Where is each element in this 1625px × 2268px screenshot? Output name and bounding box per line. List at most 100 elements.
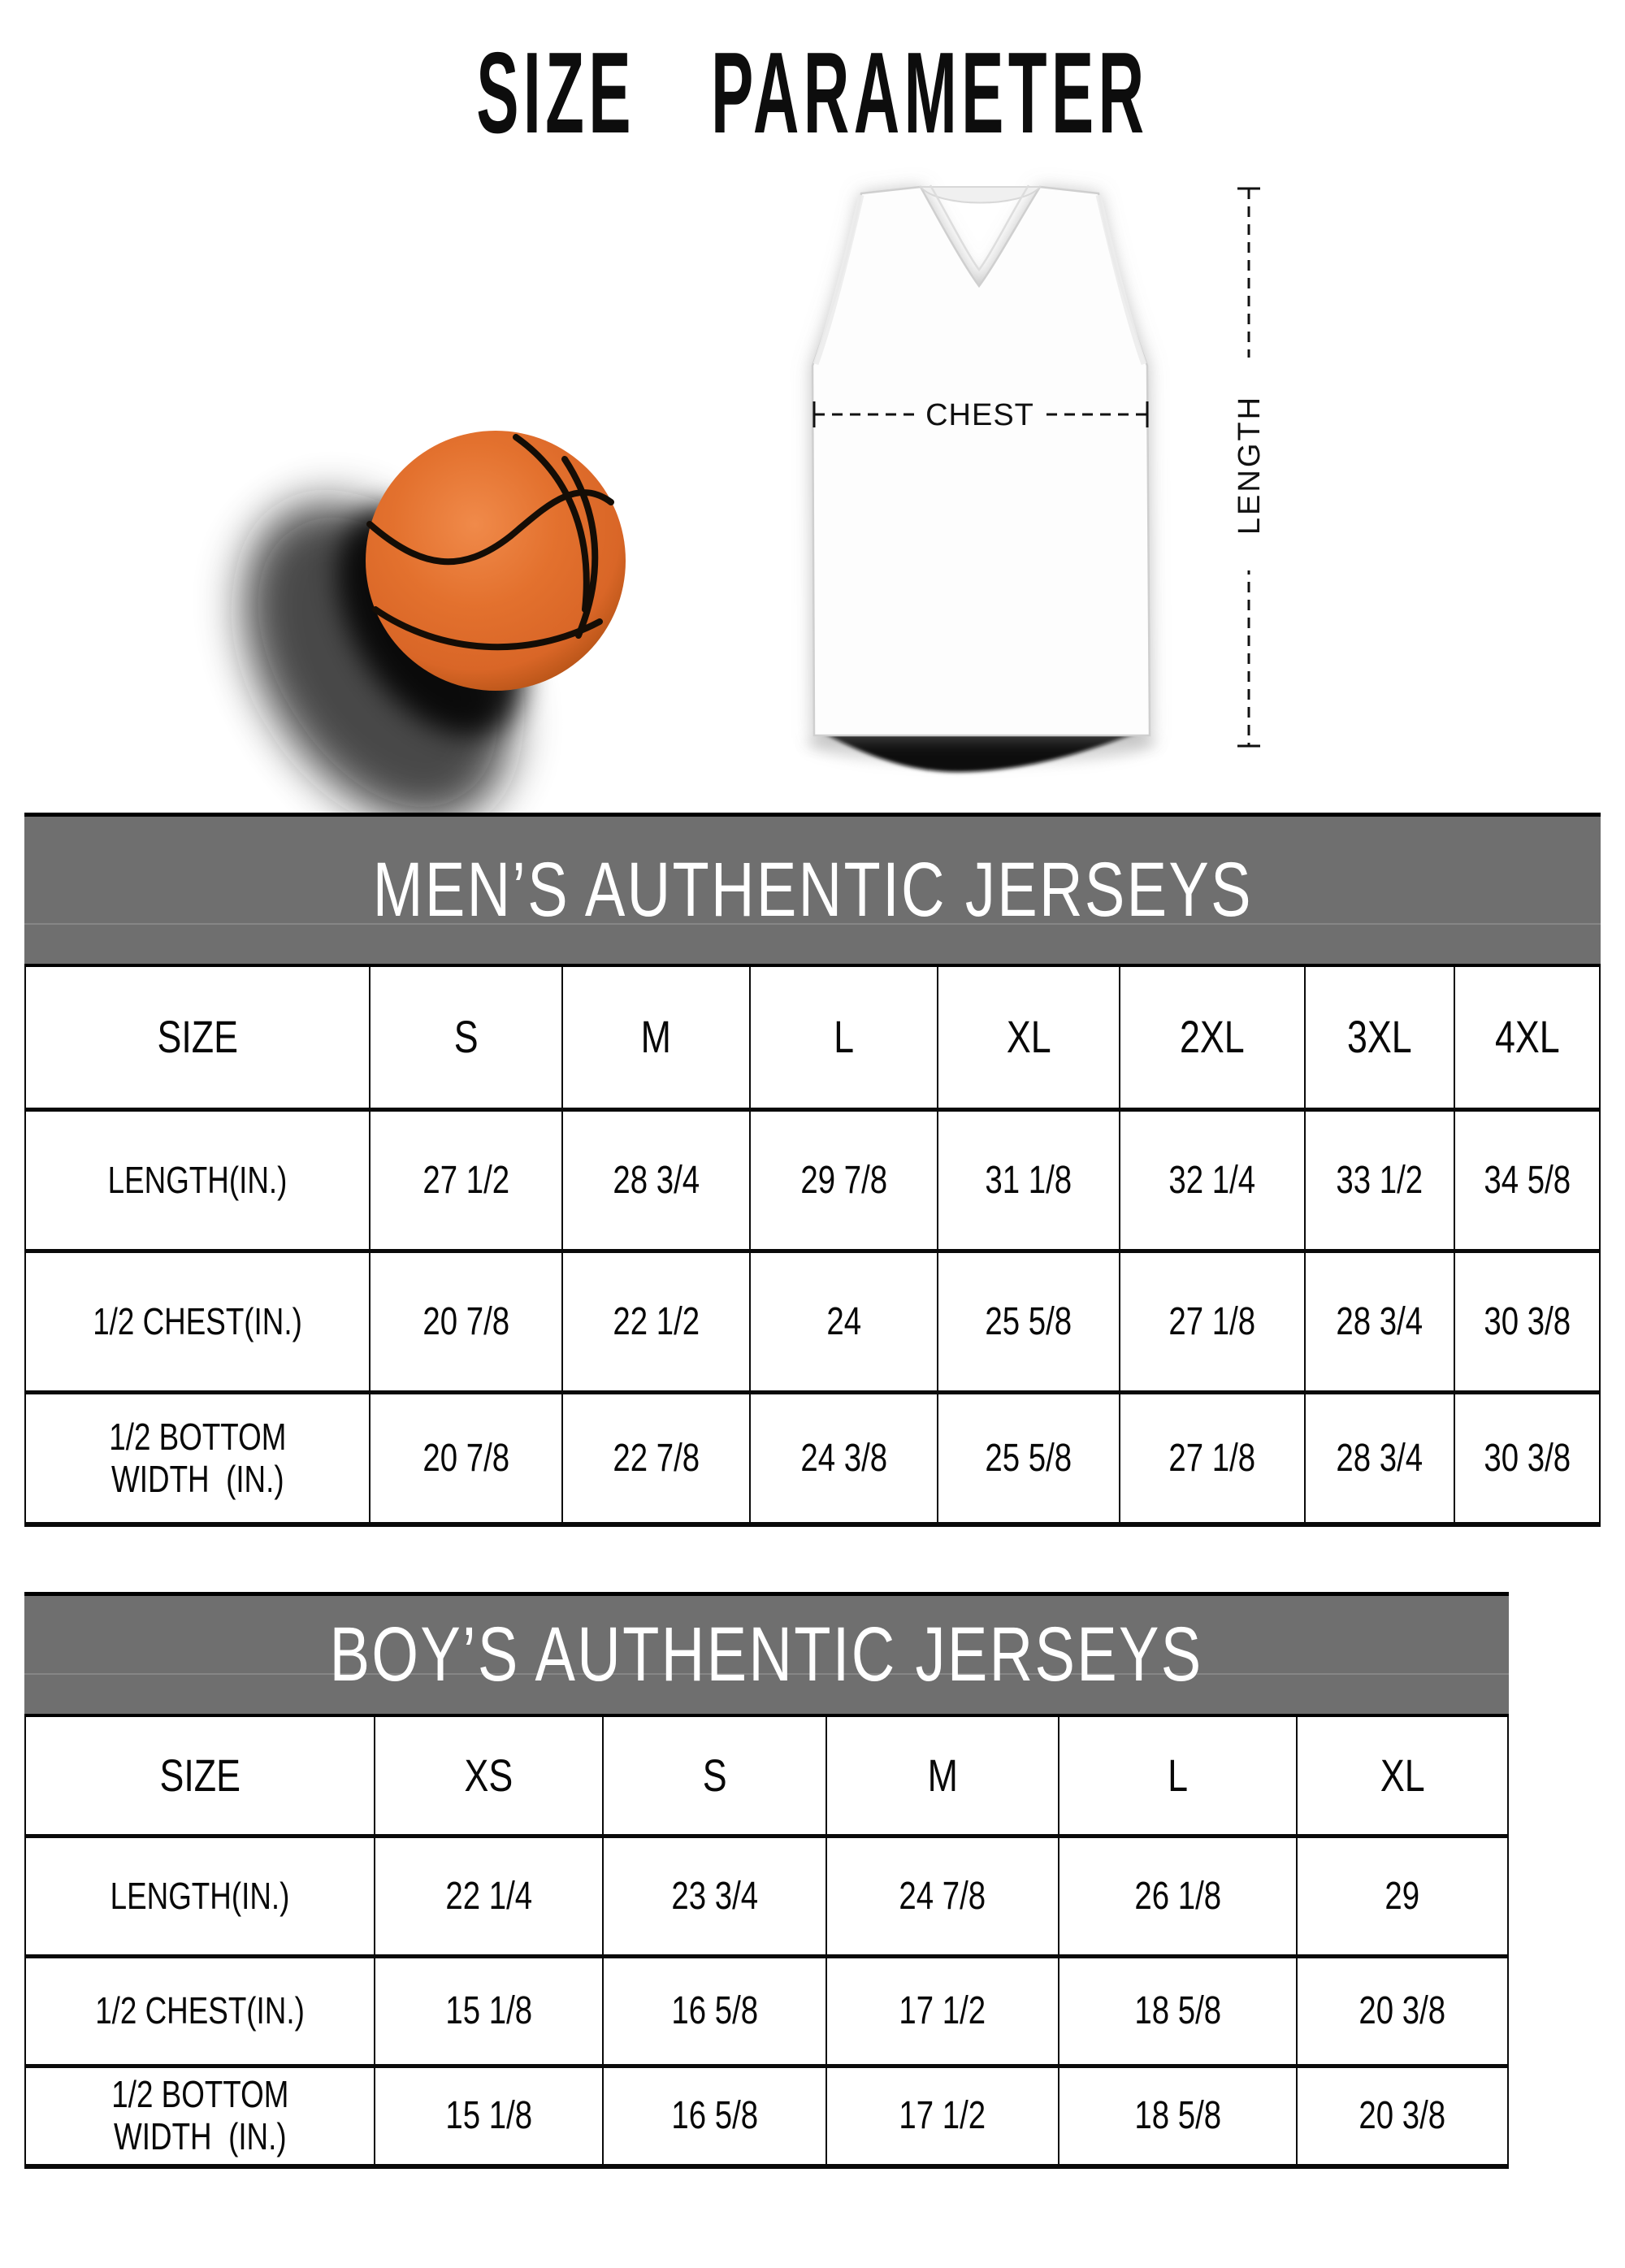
row-label-cell: 1/2 BOTTOM WIDTH (IN.) <box>26 2068 375 2164</box>
cell-text: 26 1/8 <box>1134 1874 1221 1918</box>
cell-text: 3XL <box>1347 1011 1412 1063</box>
cell-text: 18 5/8 <box>1134 1989 1221 2033</box>
table-cell: 26 1/8 <box>1060 1838 1298 1954</box>
table-cell: 20 7/8 <box>370 1253 563 1390</box>
mens-size-table: MEN’S AUTHENTIC JERSEYS SIZE S M L XL 2XL 3XL 4… <box>24 813 1601 1527</box>
table-cell: 22 1/4 <box>375 1838 604 1954</box>
mens-table-header-text: MEN’S AUTHENTIC JERSEYS <box>372 847 1253 933</box>
mens-table-grid: SIZE S M L XL 2XL 3XL 4XL LENGTH(IN.) 27 1/2 28 3/… <box>24 967 1601 1527</box>
cell-text: 23 3/4 <box>671 1874 758 1918</box>
row-label-cell: 1/2 CHEST(IN.) <box>26 1958 375 2064</box>
cell-text: 18 5/8 <box>1134 2094 1221 2138</box>
cell-text: 28 3/4 <box>1336 1299 1424 1343</box>
cell-text: 29 7/8 <box>800 1158 887 1202</box>
table-cell: 34 5/8 <box>1455 1112 1601 1249</box>
jersey-back-neck <box>918 186 1042 204</box>
table-row: 1/2 CHEST(IN.) 15 1/8 16 5/8 17 1/2 18 5/8 20… <box>26 1958 1509 2068</box>
cell-text: 33 1/2 <box>1336 1158 1424 1202</box>
table-cell: 22 1/2 <box>563 1253 751 1390</box>
table-cell: 18 5/8 <box>1060 1958 1298 2064</box>
cell-text: 32 1/4 <box>1168 1158 1256 1202</box>
cell-text: 24 7/8 <box>899 1874 986 1918</box>
cell-text: 28 3/4 <box>1336 1436 1424 1480</box>
cell-text: M <box>640 1011 672 1063</box>
jersey-hem-shadow <box>817 730 1146 773</box>
cell-text: 15 1/8 <box>445 2094 532 2138</box>
table-cell: 29 7/8 <box>751 1112 938 1249</box>
table-cell: 20 7/8 <box>370 1394 563 1522</box>
basketball-seams <box>366 434 614 651</box>
table-cell: 16 5/8 <box>604 1958 827 2064</box>
cell-text: 25 5/8 <box>985 1436 1072 1480</box>
column-header-cell: S <box>370 967 563 1108</box>
cell-text: 25 5/8 <box>985 1299 1072 1343</box>
table-row: LENGTH(IN.) 22 1/4 23 3/4 24 7/8 26 1/8 29 <box>26 1838 1509 1958</box>
jersey-left-armhole-shade <box>812 194 864 366</box>
table-cell: 28 3/4 <box>563 1112 751 1249</box>
table-cell: 24 7/8 <box>827 1838 1060 1954</box>
cell-text: 1/2 CHEST(IN.) <box>93 1299 302 1342</box>
row-label-cell: LENGTH(IN.) <box>26 1112 370 1249</box>
table-cell: 24 <box>751 1253 938 1390</box>
cell-text: SIZE <box>157 1011 238 1063</box>
cell-text: M <box>927 1749 958 1801</box>
cell-text: 16 5/8 <box>671 1989 758 2033</box>
table-cell: 24 3/8 <box>751 1394 938 1522</box>
cell-text: 22 7/8 <box>613 1436 700 1480</box>
table-cell: 32 1/4 <box>1120 1112 1306 1249</box>
jersey-right-armhole-shade <box>1095 194 1147 366</box>
table-cell: 27 1/8 <box>1120 1394 1306 1522</box>
table-row: LENGTH(IN.) 27 1/2 28 3/4 29 7/8 31 1/8 32 1/… <box>26 1112 1601 1253</box>
table-cell: 25 5/8 <box>938 1394 1120 1522</box>
length-label-bg <box>1228 358 1269 570</box>
cell-text: XL <box>1006 1011 1051 1063</box>
boys-size-table: BOY’S AUTHENTIC JERSEYS SIZE XS S M L XL LENGT… <box>24 1592 1509 2169</box>
cell-text: 1/2 CHEST(IN.) <box>95 1989 305 2032</box>
column-header-cell: L <box>1060 1717 1298 1834</box>
cell-text: LENGTH(IN.) <box>110 1874 290 1917</box>
cell-text: 27 1/8 <box>1168 1299 1256 1343</box>
table-cell: 28 3/4 <box>1306 1253 1455 1390</box>
cell-text: L <box>834 1011 854 1063</box>
cell-text: 20 7/8 <box>422 1436 509 1480</box>
column-header-cell: L <box>751 967 938 1108</box>
cell-text: 17 1/2 <box>899 2094 986 2138</box>
table-row: 1/2 BOTTOM WIDTH (IN.) 20 7/8 22 7/8 24 3/8… <box>26 1394 1601 1527</box>
cell-text: 20 3/8 <box>1358 1989 1446 2033</box>
cell-text: 27 1/2 <box>422 1158 509 1202</box>
cell-text: 22 1/4 <box>445 1874 532 1918</box>
cell-text: XS <box>464 1749 514 1801</box>
boys-table-grid: SIZE XS S M L XL LENGTH(IN.) 22 1/4 23 3/4 24 7/8… <box>24 1717 1509 2169</box>
column-header-cell: S <box>604 1717 827 1834</box>
column-header-cell: 4XL <box>1455 967 1601 1108</box>
table-cell: 23 3/4 <box>604 1838 827 1954</box>
cell-text: 16 5/8 <box>671 2094 758 2138</box>
cell-text: 15 1/8 <box>445 1989 532 2033</box>
page-title: SIZE PARAMETER <box>0 36 1625 151</box>
table-cell: 15 1/8 <box>375 1958 604 2064</box>
cell-text: 30 3/8 <box>1484 1436 1571 1480</box>
column-header-cell: XL <box>938 967 1120 1108</box>
table-cell: 30 3/8 <box>1455 1253 1601 1390</box>
table-cell: 18 5/8 <box>1060 2068 1298 2164</box>
table-cell: 29 <box>1298 1838 1509 1954</box>
cell-text: 24 3/8 <box>800 1436 887 1480</box>
table-cell: 25 5/8 <box>938 1253 1120 1390</box>
cell-text: S <box>453 1011 479 1063</box>
cell-text: SIZE <box>159 1749 240 1801</box>
cell-text: 24 <box>826 1299 861 1343</box>
cell-text: LENGTH(IN.) <box>107 1158 288 1201</box>
row-label-cell: 1/2 CHEST(IN.) <box>26 1253 370 1390</box>
row-label-cell: LENGTH(IN.) <box>26 1838 375 1954</box>
table-cell: 16 5/8 <box>604 2068 827 2164</box>
table-cell: 20 3/8 <box>1298 1958 1509 2064</box>
cell-text: 2XL <box>1180 1011 1245 1063</box>
cell-text: 28 3/4 <box>613 1158 700 1202</box>
cell-text: 27 1/8 <box>1168 1436 1256 1480</box>
chest-label-bg <box>915 399 1045 430</box>
mens-table-header: MEN’S AUTHENTIC JERSEYS <box>24 813 1601 967</box>
cell-text: 4XL <box>1494 1011 1560 1063</box>
cell-text: 34 5/8 <box>1484 1158 1571 1202</box>
column-header-cell: 2XL <box>1120 967 1306 1108</box>
